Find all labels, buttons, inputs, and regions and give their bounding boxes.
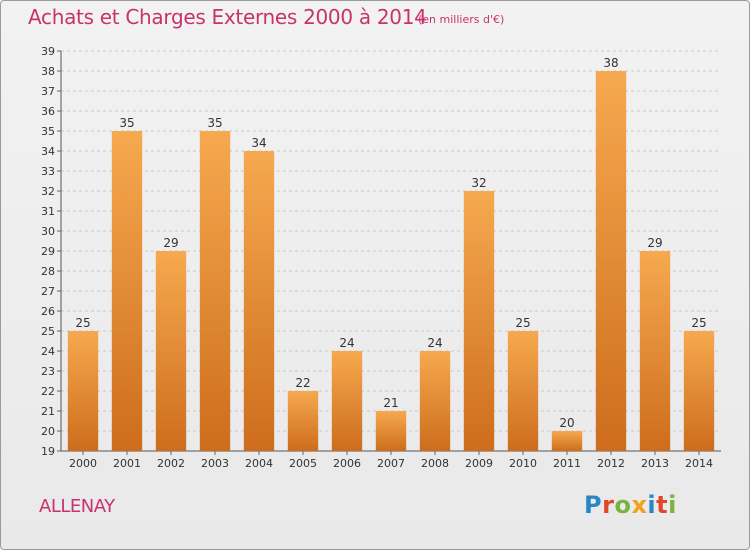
bar-value-label: 20 [559, 416, 574, 430]
logo-letter: o [614, 491, 632, 519]
y-tick-label: 26 [41, 305, 55, 318]
bar-value-label: 34 [251, 136, 266, 150]
value-labels: 25 35 29 35 34 22 24 21 24 32 25 20 38 29 25 [75, 56, 706, 430]
bar [287, 391, 319, 451]
y-tick-label: 23 [41, 365, 55, 378]
x-tick-label: 2001 [113, 457, 141, 470]
logo-letter: r [602, 491, 615, 519]
y-tick-label: 24 [41, 345, 55, 358]
y-tick-label: 37 [41, 85, 55, 98]
y-tick-label: 33 [41, 165, 55, 178]
y-tick-label: 36 [41, 105, 55, 118]
bar [551, 431, 583, 451]
bar [375, 411, 407, 451]
x-tick-label: 2007 [377, 457, 405, 470]
bar-value-label: 25 [691, 316, 706, 330]
bar-value-label: 21 [383, 396, 398, 410]
x-tick-label: 2004 [245, 457, 273, 470]
bar-value-label: 25 [515, 316, 530, 330]
y-tick-label: 22 [41, 385, 55, 398]
bar-value-label: 24 [427, 336, 442, 350]
y-tick-label: 19 [41, 445, 55, 458]
y-tick-label: 28 [41, 265, 55, 278]
x-tick-label: 2005 [289, 457, 317, 470]
chart-subtitle: (en milliers d'€) [418, 13, 505, 26]
bar [419, 351, 451, 451]
y-tick-label: 31 [41, 205, 55, 218]
bar-value-label: 35 [207, 116, 222, 130]
chart-title: Achats et Charges Externes 2000 à 2014 [28, 5, 427, 29]
y-tick-labels: 19 20 21 22 23 24 25 26 27 28 29 30 31 32 33 34 35 36 37 38… [41, 45, 55, 458]
bar [331, 351, 363, 451]
bar [155, 251, 187, 451]
bar [683, 331, 715, 451]
y-tick-label: 30 [41, 225, 55, 238]
bar [199, 131, 231, 451]
x-tick-label: 2012 [597, 457, 625, 470]
y-tick-label: 29 [41, 245, 55, 258]
bar [243, 151, 275, 451]
logo-letter: t [656, 491, 669, 519]
y-tick-label: 38 [41, 65, 55, 78]
logo-letter: i [668, 491, 677, 519]
logo-letter: x [631, 491, 648, 519]
y-tick-label: 34 [41, 145, 55, 158]
x-tick-label: 2000 [69, 457, 97, 470]
bar-value-label: 29 [647, 236, 662, 250]
x-tick-label: 2010 [509, 457, 537, 470]
x-tick-label: 2013 [641, 457, 669, 470]
bar-value-label: 38 [603, 56, 618, 70]
y-tick-label: 35 [41, 125, 55, 138]
x-tick-label: 2002 [157, 457, 185, 470]
bar-value-label: 29 [163, 236, 178, 250]
bar-value-label: 25 [75, 316, 90, 330]
logo-letter: P [584, 491, 603, 519]
y-tick-label: 39 [41, 45, 55, 58]
x-tick-label: 2003 [201, 457, 229, 470]
proxiti-logo[interactable]: Proxiti [584, 491, 677, 519]
bar-value-label: 24 [339, 336, 354, 350]
bar-value-label: 35 [119, 116, 134, 130]
x-tick-label: 2006 [333, 457, 361, 470]
y-tick-label: 21 [41, 405, 55, 418]
x-tick-label: 2008 [421, 457, 449, 470]
bar [111, 131, 143, 451]
y-tick-label: 20 [41, 425, 55, 438]
x-tick-label: 2011 [553, 457, 581, 470]
x-tick-label: 2014 [685, 457, 713, 470]
bar [639, 251, 671, 451]
bar [595, 71, 627, 451]
bar [67, 331, 99, 451]
x-tick-labels: 2000 2001 2002 2003 2004 2005 2006 2007 2008 2009… [69, 457, 713, 470]
y-tick-label: 25 [41, 325, 55, 338]
logo-letter: i [647, 491, 657, 519]
bar [463, 191, 495, 451]
bar-value-label: 22 [295, 376, 310, 390]
commune-name: ALLENAY [39, 496, 115, 517]
bar [507, 331, 539, 451]
y-tick-label: 32 [41, 185, 55, 198]
bar-value-label: 32 [471, 176, 486, 190]
x-tick-label: 2009 [465, 457, 493, 470]
bars [67, 71, 715, 451]
y-tick-label: 27 [41, 285, 55, 298]
